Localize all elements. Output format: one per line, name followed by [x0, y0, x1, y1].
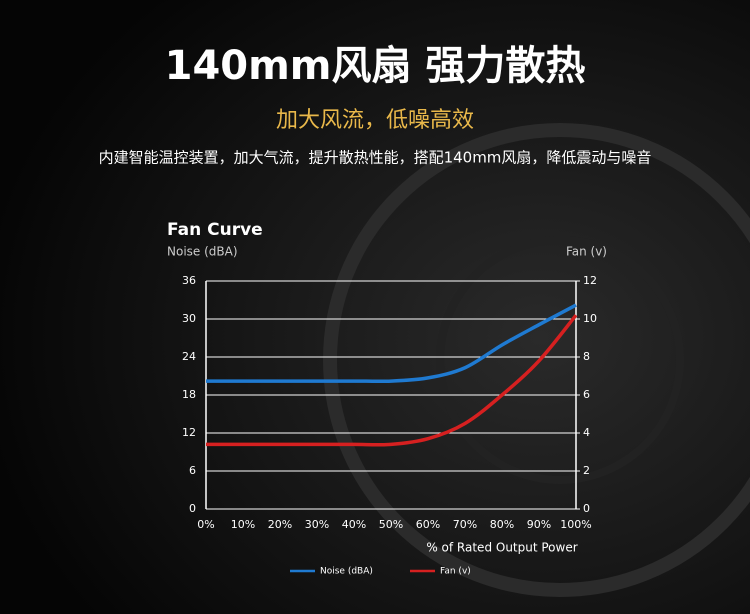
- y2-tick-label: 4: [583, 426, 590, 439]
- legend-label: Fan (v): [440, 567, 471, 577]
- y-tick-label: 30: [182, 312, 196, 325]
- y2-tick-label: 10: [583, 312, 597, 325]
- y-tick-label: 24: [182, 350, 196, 363]
- x-tick-label: 30%: [305, 518, 329, 531]
- y-tick-label: 6: [189, 464, 196, 477]
- series-line: [206, 314, 578, 447]
- series-line: [206, 303, 577, 384]
- x-axis-label: % of Rated Output Power: [426, 541, 577, 555]
- x-tick-label: 50%: [379, 518, 403, 531]
- x-tick-label: 70%: [453, 518, 477, 531]
- x-tick-label: 90%: [527, 518, 551, 531]
- y2-axis-label: Fan (v): [566, 245, 607, 259]
- y2-tick-label: 2: [583, 464, 590, 477]
- fan-decoration: [323, 123, 750, 597]
- x-tick-label: 60%: [416, 518, 440, 531]
- legend-label: Noise (dBA): [320, 567, 373, 577]
- x-tick-label: 20%: [268, 518, 292, 531]
- x-tick-label: 100%: [560, 518, 591, 531]
- y-tick-label: 36: [182, 274, 196, 287]
- x-tick-label: 40%: [342, 518, 366, 531]
- x-tick-label: 0%: [197, 518, 214, 531]
- y2-tick-label: 0: [583, 502, 590, 515]
- fan-decoration: [436, 236, 684, 484]
- chart-title: Fan Curve: [167, 220, 263, 240]
- y-axis-label: Noise (dBA): [167, 245, 238, 259]
- y2-tick-label: 8: [583, 350, 590, 363]
- y2-tick-label: 12: [583, 274, 597, 287]
- y-tick-label: 18: [182, 388, 196, 401]
- y-tick-label: 0: [189, 502, 196, 515]
- page-title: 140mm风扇 强力散热: [165, 43, 586, 89]
- y-tick-label: 12: [182, 426, 196, 439]
- x-tick-label: 10%: [231, 518, 255, 531]
- x-tick-label: 80%: [490, 518, 514, 531]
- page-description: 内建智能温控装置，加大气流，提升散热性能，搭配140mm风扇，降低震动与噪音: [99, 149, 652, 167]
- page-subtitle: 加大风流，低噪高效: [276, 108, 474, 133]
- y2-tick-label: 6: [583, 388, 590, 401]
